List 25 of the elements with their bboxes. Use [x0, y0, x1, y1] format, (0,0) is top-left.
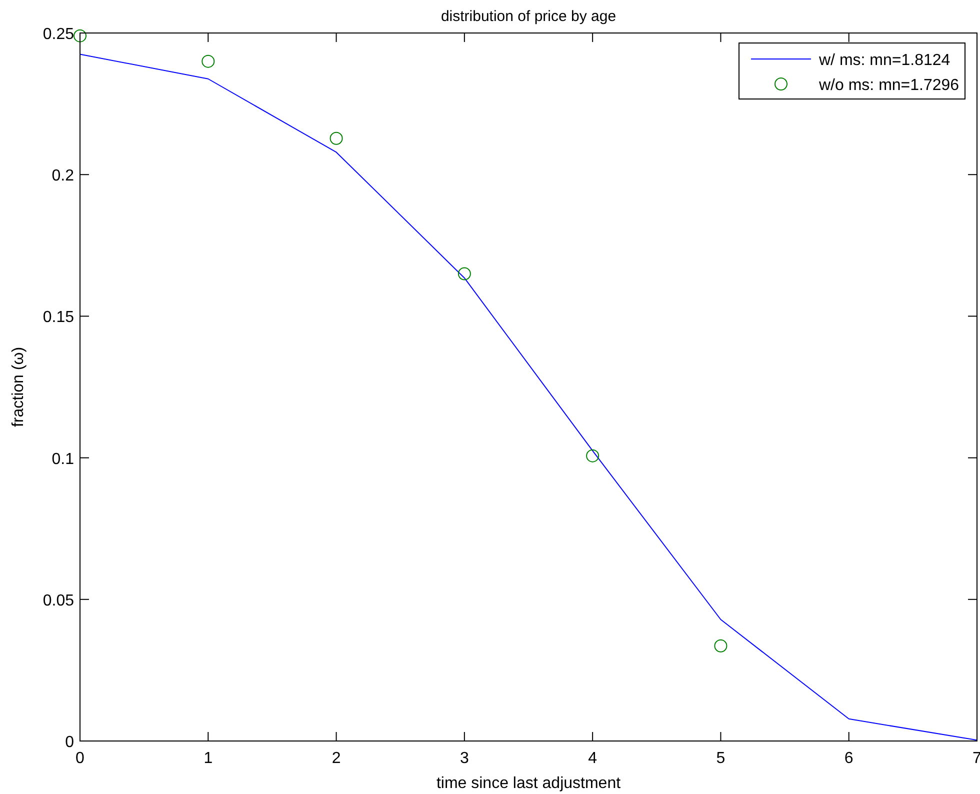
x-tick-label: 0	[76, 750, 85, 767]
point	[330, 132, 343, 145]
y-tick-label: 0	[65, 734, 74, 751]
point	[74, 29, 86, 42]
x-tick-label: 6	[844, 750, 854, 767]
y-tick-label: 0.05	[42, 592, 74, 610]
point	[714, 639, 728, 652]
x-tick-label: 4	[588, 750, 598, 767]
y-tick-label: 0.1	[52, 450, 74, 468]
y-axis-title: fraction (ω)	[10, 346, 27, 428]
x-axis-title: time since last adjustment	[436, 775, 622, 792]
point	[586, 449, 600, 462]
x-tick-label: 5	[716, 750, 726, 767]
y-tick-label: 0.2	[52, 168, 74, 185]
y-tick-label: 0.25	[42, 26, 74, 43]
y-tick-label: 0.15	[42, 309, 74, 326]
chart-title: distribution of price by age	[440, 8, 616, 25]
legend-label: w/ ms: mn=1.8124	[818, 52, 950, 69]
point	[458, 267, 471, 280]
line-series	[80, 54, 978, 741]
x-tick-label: 1	[204, 750, 213, 767]
x-tick-label: 2	[332, 750, 341, 767]
legend-label: w/o ms: mn=1.7296	[818, 77, 960, 94]
x-tick-label: 3	[460, 750, 469, 767]
point	[202, 54, 215, 68]
